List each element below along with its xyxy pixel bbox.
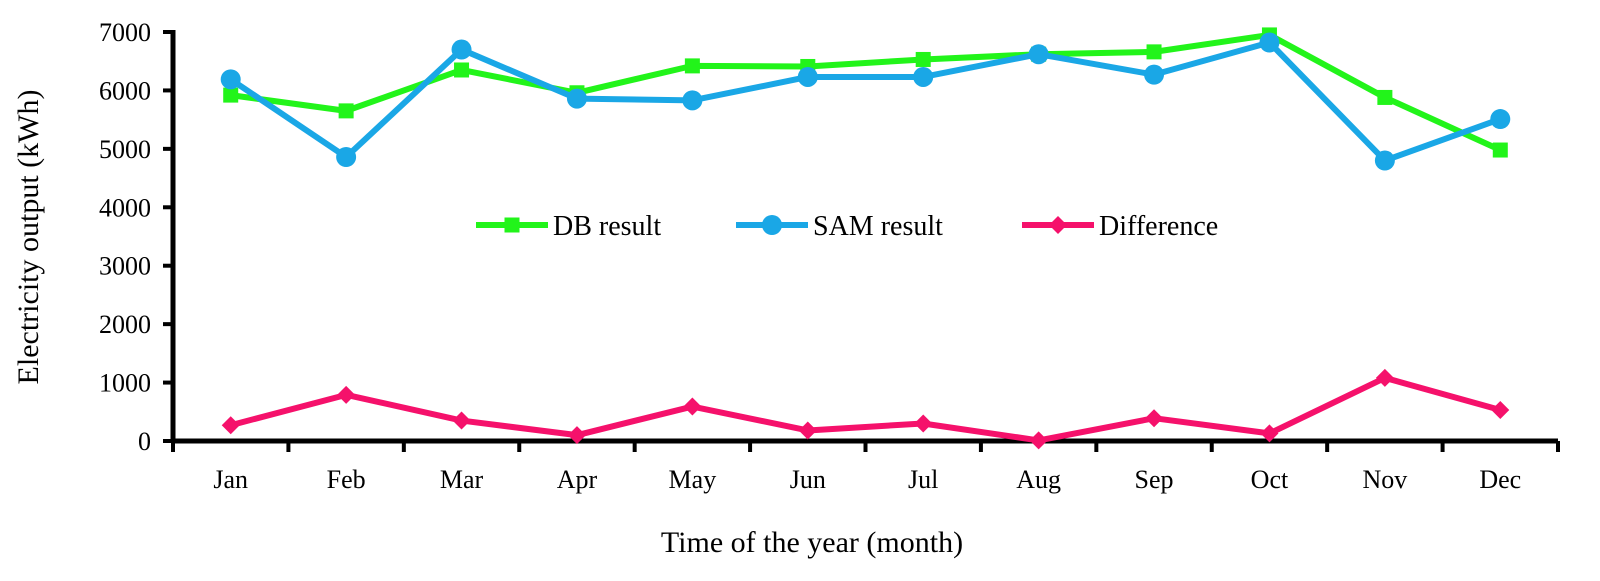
legend-swatch-marker [504, 217, 520, 233]
data-point [915, 51, 931, 67]
y-tick-label: 0 [138, 427, 151, 456]
x-tick-label: Oct [1251, 465, 1289, 494]
data-point [682, 90, 703, 111]
x-tick-label: Jan [213, 465, 248, 494]
data-point [913, 66, 934, 87]
x-tick-label: Sep [1135, 465, 1174, 494]
y-tick-label: 2000 [99, 310, 151, 339]
data-point [223, 87, 239, 103]
data-point [1260, 424, 1279, 443]
x-axis-title: Time of the year (month) [661, 526, 963, 559]
y-axis-title: Electricity output (kWh) [12, 90, 45, 385]
data-point [683, 397, 702, 416]
data-point [684, 58, 700, 74]
x-tick-label: Mar [440, 465, 484, 494]
legend-item: Difference [1022, 211, 1218, 242]
data-point [566, 88, 587, 109]
x-tick-label: Apr [557, 465, 598, 494]
series-line [229, 374, 1502, 444]
y-tick-label: 6000 [99, 76, 151, 105]
legend-item: DB result [476, 211, 661, 242]
data-point [1377, 89, 1393, 105]
x-tick-label: Dec [1479, 465, 1521, 494]
legend-label: Difference [1099, 211, 1218, 242]
x-tick-label: Aug [1016, 465, 1061, 494]
data-point [1259, 32, 1280, 53]
data-point [338, 103, 354, 119]
x-tick-label: Nov [1362, 465, 1407, 494]
data-point [1490, 109, 1511, 130]
data-point [1028, 44, 1049, 65]
x-tick-label: Jul [908, 465, 938, 494]
data-point [220, 69, 241, 90]
data-point [221, 416, 240, 435]
x-tick-label: May [669, 465, 717, 494]
data-point [798, 421, 817, 440]
data-point [914, 414, 933, 433]
series-lines [220, 27, 1511, 450]
data-point [1374, 150, 1395, 171]
y-tick-label: 3000 [99, 252, 151, 281]
y-tick-label: 4000 [99, 193, 151, 222]
y-ticks: 0 1000 2000 3000 4000 5000 6000 7000 [99, 18, 173, 456]
y-tick-label: 1000 [99, 369, 151, 398]
data-point [1492, 142, 1508, 158]
axes: Jan Feb Mar Apr May Jun Jul Aug Sep Oct Nov Dec [170, 30, 1560, 494]
y-tick-label: 7000 [99, 18, 151, 47]
data-point [452, 411, 471, 430]
series-line [229, 39, 1502, 164]
legend-label: DB result [553, 211, 661, 242]
data-point [1144, 64, 1165, 85]
legend-swatch-marker [762, 215, 782, 235]
series-difference [221, 368, 1510, 450]
x-tick-label: Feb [327, 465, 366, 494]
series-line [230, 31, 1502, 153]
data-point [454, 62, 470, 78]
series-sam-result [220, 32, 1511, 171]
legend-item: SAM result [736, 211, 943, 242]
legend-label: SAM result [813, 211, 943, 242]
data-point [451, 39, 472, 60]
data-point [797, 66, 818, 87]
data-point [567, 426, 586, 445]
data-point [1491, 401, 1510, 420]
data-point [337, 385, 356, 404]
data-point [336, 147, 357, 168]
y-tick-label: 5000 [99, 135, 151, 164]
legend: DB result SAM result Difference [476, 211, 1218, 242]
data-point [1029, 431, 1048, 450]
legend-swatch-marker [1049, 216, 1067, 234]
x-tick-label: Jun [790, 465, 826, 494]
data-point [1146, 44, 1162, 60]
data-point [1145, 409, 1164, 428]
data-point [1375, 368, 1394, 387]
